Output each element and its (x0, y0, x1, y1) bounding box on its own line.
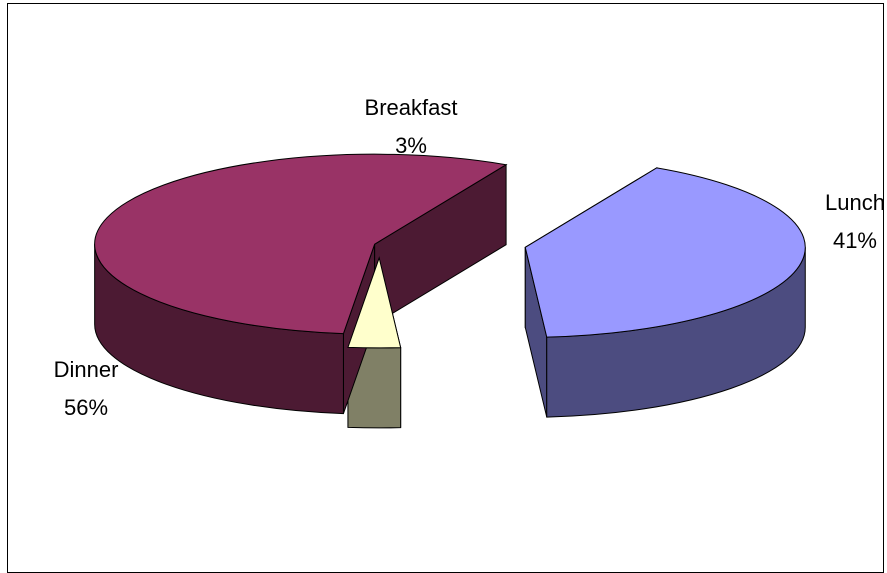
label-lunch-name: Lunch (825, 190, 885, 215)
label-dinner-pct: 56% (64, 395, 108, 420)
label-lunch-pct: 41% (833, 228, 877, 253)
slice-dinner (94, 153, 508, 335)
label-breakfast-name: Breakfast (365, 95, 458, 120)
pie-slices (94, 153, 806, 429)
slice-breakfast (347, 256, 402, 349)
label-breakfast-pct: 3% (395, 133, 427, 158)
label-dinner-name: Dinner (54, 357, 119, 382)
slice-lunch (524, 167, 806, 338)
